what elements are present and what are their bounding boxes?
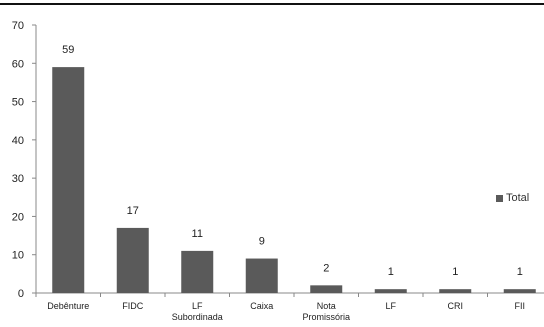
x-category-label-line: LF (192, 301, 203, 311)
x-category-label-line: FII (515, 301, 526, 311)
data-label: 59 (62, 44, 74, 56)
x-category-label: Debênture (47, 301, 89, 311)
y-tick-label: 60 (12, 58, 24, 70)
x-category-label-line: Debênture (47, 301, 89, 311)
x-category-label: LF Subordinada (172, 301, 223, 322)
data-label: 2 (323, 262, 329, 274)
bar (245, 258, 278, 293)
x-category-label: Nota Promissória (302, 301, 350, 322)
bar (503, 289, 536, 293)
x-category-label: Caixa (250, 301, 273, 311)
x-category-label-line: Promissória (302, 312, 350, 322)
x-category-label: FIDC (122, 301, 143, 311)
bar (116, 227, 149, 293)
legend-swatch (496, 194, 503, 202)
data-label: 17 (127, 205, 139, 217)
x-category-label-line: LF (385, 301, 396, 311)
y-tick-label: 40 (12, 135, 24, 147)
bar (310, 285, 343, 293)
x-category-label-line: Caixa (250, 301, 273, 311)
x-category-label-line: CRI (448, 301, 464, 311)
x-category-label: LF (385, 301, 396, 311)
y-tick-label: 70 (12, 20, 24, 32)
x-category-label-line: Nota (317, 301, 336, 311)
x-category-label-line: FIDC (122, 301, 143, 311)
x-category-label-line: Subordinada (172, 312, 223, 322)
data-label: 1 (388, 266, 394, 278)
data-label: 1 (452, 266, 458, 278)
x-category-label: FII (515, 301, 526, 311)
y-tick-label: 0 (18, 288, 24, 300)
bar (439, 289, 472, 293)
data-label: 9 (259, 236, 265, 248)
x-category-label: CRI (448, 301, 464, 311)
data-label: 1 (517, 266, 523, 278)
y-tick-label: 30 (12, 173, 24, 185)
y-tick-label: 50 (12, 97, 24, 109)
bar (374, 289, 407, 293)
y-tick-label: 10 (12, 250, 24, 262)
legend: Total (496, 192, 529, 204)
data-label: 11 (192, 228, 203, 240)
y-tick-label: 20 (12, 211, 24, 223)
bar (52, 67, 85, 293)
bar (181, 250, 214, 293)
legend-label: Total (506, 192, 530, 204)
top-rule (0, 3, 544, 5)
